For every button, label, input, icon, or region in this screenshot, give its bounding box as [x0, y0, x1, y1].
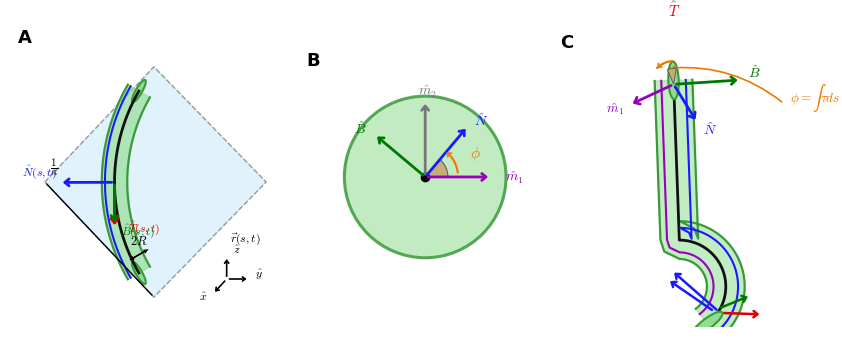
Text: $2R$: $2R$ [130, 235, 147, 248]
Text: $\frac{1}{\kappa}$: $\frac{1}{\kappa}$ [50, 156, 58, 178]
Text: $\hat{T}(s,t)$: $\hat{T}(s,t)$ [128, 219, 160, 237]
Text: B: B [306, 52, 320, 70]
Polygon shape [45, 67, 266, 297]
Text: $\phi$: $\phi$ [470, 145, 481, 163]
Text: $\hat{m}_2$: $\hat{m}_2$ [418, 84, 437, 100]
Text: A: A [18, 28, 31, 47]
Text: $\hat{x}$: $\hat{x}$ [200, 292, 207, 304]
Text: $\hat{m}_1$: $\hat{m}_1$ [606, 101, 624, 117]
Text: $\hat{N}(s,t)$: $\hat{N}(s,t)$ [22, 163, 57, 181]
Text: C: C [560, 34, 573, 52]
Polygon shape [102, 85, 150, 279]
Text: $\hat{y}$: $\hat{y}$ [255, 268, 263, 282]
Text: $\hat{T}$: $\hat{T}$ [668, 1, 679, 20]
Ellipse shape [692, 312, 722, 336]
Ellipse shape [669, 62, 679, 99]
Text: $\hat{m}_1$: $\hat{m}_1$ [505, 170, 524, 186]
Wedge shape [425, 159, 448, 177]
Text: $\hat{z}$: $\hat{z}$ [232, 244, 240, 257]
Ellipse shape [132, 262, 146, 284]
Text: $\hat{B}$: $\hat{B}$ [354, 120, 366, 137]
Text: $\hat{N}$: $\hat{N}$ [474, 112, 488, 129]
Circle shape [344, 96, 506, 258]
Text: $\hat{N}$: $\hat{N}$ [703, 121, 717, 138]
Text: $\vec{r}(s,t)$: $\vec{r}(s,t)$ [230, 232, 260, 247]
Text: $\hat{B}(s,t)$: $\hat{B}(s,t)$ [120, 222, 155, 240]
Ellipse shape [132, 80, 146, 102]
Text: $\phi = \int \tau ds$: $\phi = \int \tau ds$ [790, 82, 840, 114]
Wedge shape [668, 68, 676, 84]
Polygon shape [654, 80, 744, 339]
Text: $\hat{B}$: $\hat{B}$ [748, 64, 760, 81]
